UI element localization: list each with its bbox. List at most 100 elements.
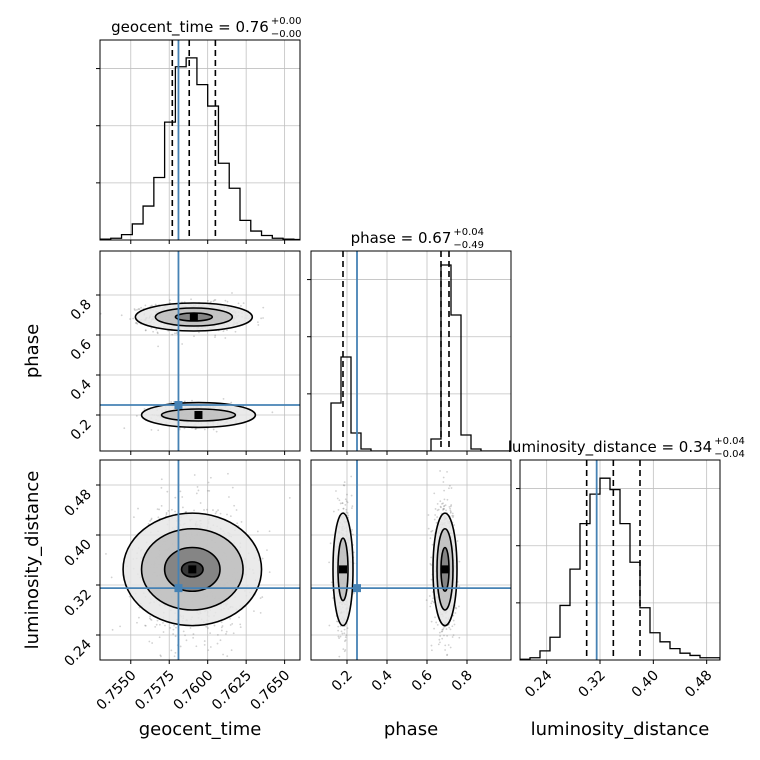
sample-point xyxy=(137,308,140,310)
sample-point xyxy=(444,504,447,506)
sample-point xyxy=(158,636,161,639)
sample-point xyxy=(160,655,162,658)
y-tick-label: 0.4 xyxy=(68,376,95,403)
sample-point xyxy=(431,529,434,532)
sample-point xyxy=(342,648,345,651)
panel-content xyxy=(311,460,511,677)
sample-point xyxy=(191,399,193,402)
sample-point xyxy=(222,330,225,333)
histogram-phase xyxy=(311,264,511,451)
title-sup: +0.00 xyxy=(271,16,302,27)
x-tick-label: 0.48 xyxy=(682,668,715,701)
sample-point xyxy=(449,510,452,513)
truth-marker xyxy=(174,584,183,593)
sample-point xyxy=(446,654,448,657)
x-tick-label: 0.4 xyxy=(369,667,396,694)
sample-point xyxy=(210,300,212,303)
sample-point xyxy=(346,501,349,504)
sample-point xyxy=(179,645,182,648)
sample-point xyxy=(451,512,454,515)
sample-point xyxy=(229,617,232,620)
sample-point xyxy=(123,427,126,430)
sample-point xyxy=(442,628,444,631)
sample-point xyxy=(449,505,452,508)
sample-point xyxy=(448,506,451,508)
sample-point xyxy=(429,537,432,540)
panel-frame xyxy=(310,459,512,661)
sample-point xyxy=(224,337,227,339)
sample-point xyxy=(443,634,445,637)
sample-point xyxy=(260,317,263,320)
sample-point xyxy=(185,639,188,642)
sample-point xyxy=(337,635,340,638)
panel-content xyxy=(100,460,300,666)
sample-point xyxy=(237,302,240,305)
hist-panel-luminosity_distance: luminosity_distance = 0.34 +0.04 −0.04 0.24… xyxy=(508,436,745,701)
sample-point xyxy=(209,476,212,479)
sample-point xyxy=(144,329,147,332)
sample-point xyxy=(135,414,138,417)
sample-point xyxy=(288,496,291,499)
sample-point xyxy=(239,623,242,626)
sample-point xyxy=(439,470,442,472)
sample-point xyxy=(262,306,265,309)
sample-point xyxy=(150,518,153,521)
sample-point xyxy=(193,509,195,512)
sample-point xyxy=(184,634,186,637)
density-peak xyxy=(194,411,203,419)
sample-point xyxy=(448,675,450,677)
sample-point xyxy=(205,625,208,628)
sample-point xyxy=(440,506,442,509)
sample-point xyxy=(143,407,146,410)
sample-point xyxy=(173,655,176,658)
y-tick-label: 0.40 xyxy=(61,537,94,570)
sample-point xyxy=(436,502,439,505)
sample-point xyxy=(157,516,160,519)
sample-point xyxy=(149,615,152,618)
sample-point xyxy=(253,610,255,613)
sample-point xyxy=(235,509,238,511)
sample-point xyxy=(226,513,228,516)
sample-point xyxy=(208,489,211,492)
sample-point xyxy=(431,543,434,546)
sample-point xyxy=(199,502,202,504)
sample-point xyxy=(207,299,209,302)
sample-point xyxy=(448,626,451,629)
sample-point xyxy=(144,624,147,627)
sample-point xyxy=(171,333,174,336)
sample-point xyxy=(195,492,198,495)
sample-point xyxy=(242,302,245,305)
sample-point xyxy=(230,649,233,652)
sample-point xyxy=(344,503,347,506)
sample-point xyxy=(336,497,339,500)
sample-point xyxy=(350,475,353,478)
sample-point xyxy=(342,484,345,487)
scatter-panel-phase-luminosity_distance: 0.2 0.4 0.6 0.8 xyxy=(310,459,512,695)
sample-point xyxy=(196,486,199,488)
sample-point xyxy=(169,299,171,302)
sample-point xyxy=(214,336,216,339)
sample-point xyxy=(194,664,196,666)
sample-point xyxy=(195,645,198,648)
hist-panel-geocent_time: geocent_time = 0.76 +0.00 −0.00 xyxy=(96,16,302,244)
sample-point xyxy=(449,507,451,510)
sample-point xyxy=(236,522,239,525)
sample-point xyxy=(150,304,153,307)
sample-point xyxy=(261,557,264,560)
sample-point xyxy=(170,649,173,652)
sample-point xyxy=(206,508,208,511)
sample-point xyxy=(165,511,168,514)
sample-point xyxy=(160,504,163,507)
sample-point xyxy=(239,626,242,629)
sample-point xyxy=(149,618,152,621)
sample-point xyxy=(343,481,346,484)
sample-point xyxy=(195,427,197,430)
sample-point xyxy=(175,626,177,629)
sample-point xyxy=(431,600,434,603)
sample-point xyxy=(147,522,150,525)
sample-point xyxy=(212,428,215,431)
sample-point xyxy=(443,504,446,507)
x-tick-label: 0.2 xyxy=(329,668,356,695)
sample-point xyxy=(429,562,432,565)
sample-point xyxy=(441,630,444,633)
